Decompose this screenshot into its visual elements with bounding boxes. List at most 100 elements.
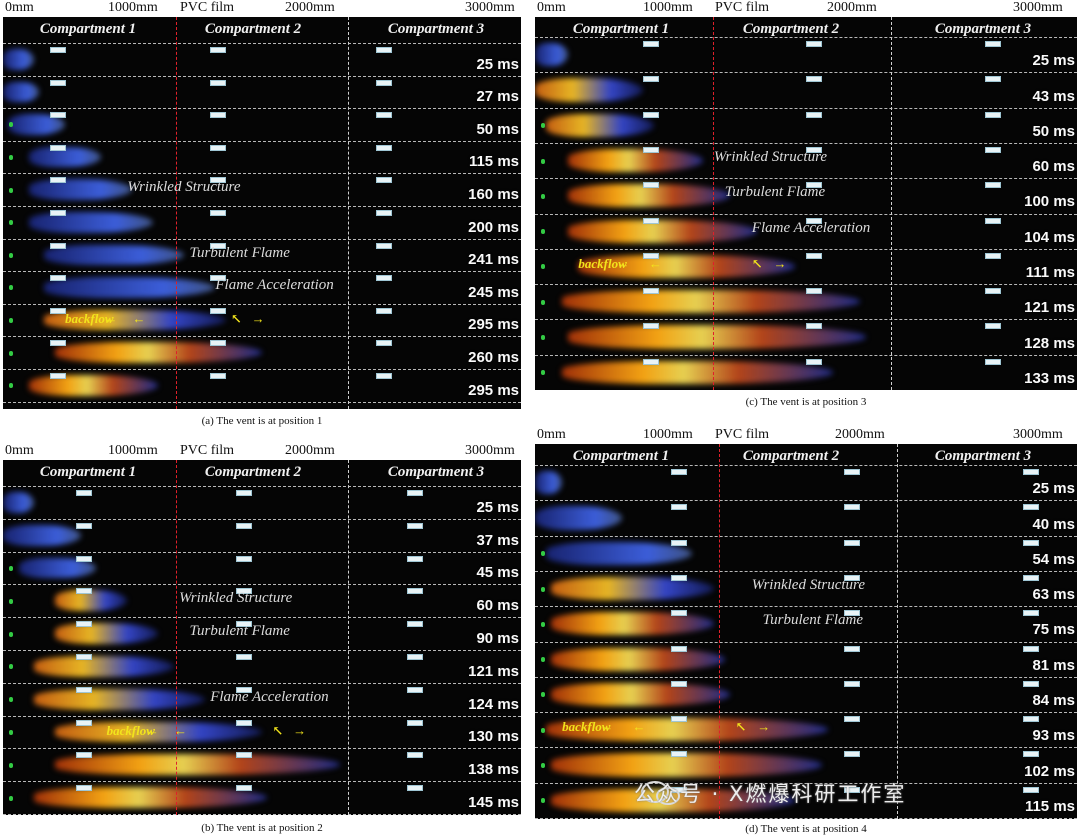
flame xyxy=(562,360,834,384)
image-frame: Compartment 1 Compartment 2 Compartment 3 2… xyxy=(3,17,521,409)
distance-scale: 0mm 1000mm PVC film 2000mm 3000mm xyxy=(535,427,1077,443)
compartment-label: Compartment 2 xyxy=(742,21,840,37)
sensor-marker xyxy=(843,645,860,652)
ignition-spot xyxy=(9,697,13,703)
sensor-marker xyxy=(407,621,424,628)
time-label: 121 ms xyxy=(1024,299,1075,317)
flow-arrow-icon: ↖ xyxy=(735,719,747,735)
panel-c: 0mm 1000mm PVC film 2000mm 3000mm Compartment… xyxy=(535,0,1077,410)
sensor-marker xyxy=(806,288,822,295)
flow-arrow-icon: → xyxy=(757,719,771,735)
sensor-marker xyxy=(49,242,66,249)
row-separator xyxy=(535,465,1077,466)
ignition-spot xyxy=(541,551,545,557)
flow-arrow-icon: ← xyxy=(132,310,146,326)
flame xyxy=(28,146,102,168)
watermark: 公众号 · X燃爆科研工作室 xyxy=(634,782,907,806)
row-separator xyxy=(3,140,521,142)
flow-arrow-icon: → xyxy=(773,255,787,271)
sensor-marker xyxy=(49,373,66,379)
sensor-marker xyxy=(1022,645,1039,652)
frame-row: 60 ms xyxy=(535,143,1077,178)
row-separator xyxy=(535,178,1077,180)
pvc-film-divider xyxy=(176,460,177,815)
time-label: 130 ms xyxy=(468,728,519,746)
sensor-marker xyxy=(375,242,392,249)
panel-a: 0mm 1000mm PVC film 2000mm 3000mm Compartment… xyxy=(3,0,521,429)
panel-caption: (b) The vent is at position 2 xyxy=(201,822,323,834)
flame xyxy=(535,78,644,102)
flow-arrow-icon: ← xyxy=(145,722,159,738)
row-separator xyxy=(535,37,1077,38)
time-label: 295 ms xyxy=(468,381,519,399)
time-label: 100 ms xyxy=(1024,193,1075,211)
time-label: 60 ms xyxy=(1032,158,1075,176)
frame-row: 27 ms xyxy=(3,76,521,109)
row-separator xyxy=(535,107,1077,109)
time-label: 115 ms xyxy=(468,153,519,171)
distance-scale: 0mm 1000mm PVC film 2000mm 3000mm xyxy=(3,443,521,459)
sensor-marker xyxy=(236,785,253,792)
flame-annotation: Turbulent Flame xyxy=(189,623,290,640)
flame xyxy=(567,219,758,243)
ignition-spot xyxy=(541,193,545,199)
scale-label: 0mm xyxy=(537,0,566,15)
sensor-marker xyxy=(843,504,860,511)
sensor-marker xyxy=(806,252,822,259)
row-separator xyxy=(3,814,521,815)
sensor-marker xyxy=(407,490,424,496)
flame xyxy=(3,492,35,513)
sensor-marker xyxy=(670,469,687,475)
row-separator xyxy=(3,173,521,175)
ignition-spot xyxy=(9,155,13,161)
flame xyxy=(54,623,159,644)
frame-row: 93 ms xyxy=(535,712,1077,747)
sensor-marker xyxy=(75,686,92,693)
compartment-header: Compartment 1 Compartment 2 Compartment 3 xyxy=(535,444,1077,470)
time-label: 25 ms xyxy=(476,55,519,73)
ignition-spot xyxy=(541,763,545,769)
row-separator xyxy=(3,108,521,110)
sensor-marker xyxy=(1022,574,1039,581)
sensor-marker xyxy=(49,144,66,151)
sensor-marker xyxy=(75,588,92,595)
time-label: 50 ms xyxy=(476,120,519,138)
sensor-marker xyxy=(670,680,687,687)
pvc-film-divider xyxy=(176,17,177,409)
flow-arrow-icon: ← xyxy=(632,719,646,735)
scale-label: 3000mm xyxy=(1013,427,1063,442)
sensor-marker xyxy=(643,358,660,365)
sensor-marker xyxy=(806,146,822,153)
distance-scale: 0mm 1000mm PVC film 2000mm 3000mm xyxy=(535,0,1077,16)
sensor-marker xyxy=(236,752,253,759)
ignition-spot xyxy=(541,727,545,733)
sensor-marker xyxy=(407,686,424,693)
flame-annotation: Flame Acceleration xyxy=(215,277,334,294)
frame-row: 50 ms xyxy=(3,108,521,141)
time-label: 121 ms xyxy=(468,662,519,680)
sensor-marker xyxy=(49,47,66,53)
scale-label: 2000mm xyxy=(285,0,335,15)
frame-row: 81 ms xyxy=(535,642,1077,677)
compartment-divider xyxy=(891,17,892,390)
sensor-marker xyxy=(643,252,660,259)
time-label: 160 ms xyxy=(468,185,519,203)
sensor-marker xyxy=(1022,680,1039,687)
time-label: 40 ms xyxy=(1032,515,1075,533)
sensor-marker xyxy=(49,177,66,184)
sensor-marker xyxy=(806,182,822,189)
time-label: 25 ms xyxy=(1032,480,1075,498)
sensor-marker xyxy=(236,490,253,496)
flame xyxy=(18,557,97,579)
frame-row: 295 ms xyxy=(3,369,521,402)
sensor-marker xyxy=(670,574,687,581)
sensor-marker xyxy=(210,242,227,249)
flame xyxy=(551,576,714,601)
frame-row: 200 ms xyxy=(3,206,521,239)
frame-row: 133 ms xyxy=(535,355,1077,390)
scale-label: 1000mm xyxy=(643,0,693,15)
flame xyxy=(54,721,262,743)
time-label: 90 ms xyxy=(476,629,519,647)
flame xyxy=(551,612,714,636)
sensor-marker xyxy=(643,323,660,330)
